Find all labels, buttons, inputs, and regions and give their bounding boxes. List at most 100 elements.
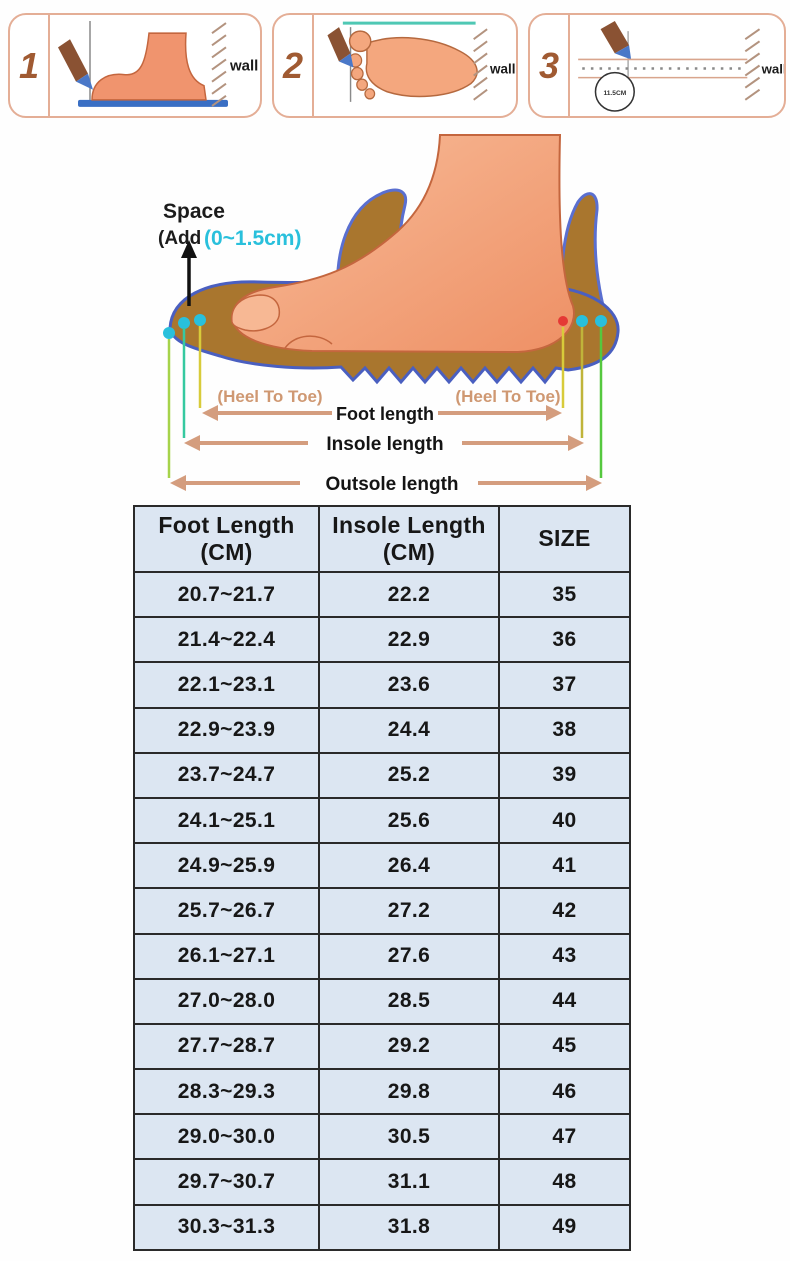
table-row: 21.4~22.4 22.9 36 — [133, 616, 631, 664]
size-cell: 40 — [498, 796, 631, 845]
heel-to-toe-right-label: (Heel To Toe) — [455, 387, 560, 406]
outsole-dot-right — [595, 315, 607, 327]
foot-length-cell: 23.7~24.7 — [133, 751, 320, 799]
table-row: 30.3~31.3 31.8 49 — [133, 1203, 631, 1252]
step-2-art: wall — [327, 21, 515, 102]
size-cell: 38 — [498, 706, 631, 754]
foot-sole-view — [365, 36, 478, 98]
table-row: 27.7~28.7 29.2 45 — [133, 1022, 631, 1071]
size-cell: 36 — [498, 616, 631, 664]
wall-label: wall — [761, 62, 784, 77]
arrow-head-left — [202, 405, 218, 421]
insole-length-cell: 24.4 — [318, 706, 500, 754]
pencil-icon — [327, 27, 351, 62]
wall-hatching — [473, 28, 488, 101]
size-cell: 46 — [498, 1068, 631, 1116]
insole-length-cell: 29.2 — [318, 1022, 500, 1071]
table-row: 26.1~27.1 27.6 43 — [133, 932, 631, 980]
foot-length-cell: 27.0~28.0 — [133, 977, 320, 1025]
foot-length-cell: 28.3~29.3 — [133, 1068, 320, 1116]
size-cell: 42 — [498, 887, 631, 935]
foot-length-cell: 22.9~23.9 — [133, 706, 320, 754]
step-2-illustration: wall — [314, 15, 516, 116]
space-arrow-head — [181, 240, 197, 258]
measure-circle-label: 11.5CM — [603, 90, 626, 97]
table-header-row: Foot Length (CM) Insole Length (CM) SIZE — [133, 505, 631, 573]
arrow-head-right — [568, 435, 584, 451]
table-row: 29.7~30.7 31.1 48 — [133, 1158, 631, 1206]
insole-length-cell: 26.4 — [318, 842, 500, 890]
insole-length-cell: 27.2 — [318, 887, 500, 935]
insole-length-cell: 28.5 — [318, 977, 500, 1025]
table-row: 24.9~25.9 26.4 41 — [133, 842, 631, 890]
foot-length-cell: 27.7~28.7 — [133, 1022, 320, 1071]
size-table: Foot Length (CM) Insole Length (CM) SIZE… — [133, 505, 631, 1252]
toe — [350, 66, 364, 81]
table-row: 24.1~25.1 25.6 40 — [133, 796, 631, 845]
size-cell: 39 — [498, 751, 631, 799]
insole-dot-left — [178, 317, 190, 329]
insole-length-cell: 22.9 — [318, 616, 500, 664]
col-header-insole-length: Insole Length (CM) — [318, 505, 500, 573]
insole-length-cell: 25.2 — [318, 751, 500, 799]
step-2-number: 2 — [274, 15, 314, 116]
size-cell: 43 — [498, 932, 631, 980]
heel-to-toe-left-label: (Heel To Toe) — [217, 387, 322, 406]
foot-side-view — [91, 32, 207, 101]
foot-length-cell: 26.1~27.1 — [133, 932, 320, 980]
size-cell: 49 — [498, 1203, 631, 1252]
foot-length-cell: 21.4~22.4 — [133, 616, 320, 664]
table-row: 22.9~23.9 24.4 38 — [133, 706, 631, 754]
step-1-number: 1 — [10, 15, 50, 116]
size-cell: 41 — [498, 842, 631, 890]
table-row: 20.7~21.7 22.2 35 — [133, 570, 631, 619]
size-cell: 37 — [498, 661, 631, 709]
foot-measurement-diagram: Space (Add (0~1.5cm) (Heel To Toe) (Heel… — [0, 130, 790, 505]
insole-length-cell: 25.6 — [318, 796, 500, 845]
foot-length-cell: 22.1~23.1 — [133, 661, 320, 709]
insole-length-cell: 31.8 — [318, 1203, 500, 1252]
wall-label: wall — [229, 57, 258, 74]
table-row: 23.7~24.7 25.2 39 — [133, 751, 631, 799]
table-row: 29.0~30.0 30.5 47 — [133, 1113, 631, 1161]
outsole-length-label: Outsole length — [326, 474, 459, 495]
insole-length-cell: 30.5 — [318, 1113, 500, 1161]
insole-length-cell: 27.6 — [318, 932, 500, 980]
heel-dot-red — [558, 316, 568, 326]
pencil-tip — [76, 73, 93, 90]
insole-length-cell: 23.6 — [318, 661, 500, 709]
arrow-head-left — [184, 435, 200, 451]
table-row: 28.3~29.3 29.8 46 — [133, 1068, 631, 1116]
foot-dot-left — [194, 314, 206, 326]
pencil-icon — [600, 21, 630, 54]
foot-length-label: Foot length — [336, 404, 434, 424]
step-3-number: 3 — [530, 15, 570, 116]
arrow-head-left — [170, 475, 186, 491]
outsole-dot-left — [163, 327, 175, 339]
insole-dot-right — [576, 315, 588, 327]
foot-length-cell: 30.3~31.3 — [133, 1203, 320, 1252]
big-toe — [348, 30, 372, 53]
wall-hatching — [744, 28, 761, 101]
wall-label: wall — [489, 61, 515, 76]
col-header-size: SIZE — [498, 505, 631, 573]
step-1-illustration: wall — [50, 15, 260, 116]
insole-length-cell: 29.8 — [318, 1068, 500, 1116]
space-add-value: (0~1.5cm) — [204, 227, 301, 250]
toe-crease — [284, 335, 333, 349]
pencil-icon — [58, 39, 88, 82]
size-table-body: 20.7~21.7 22.2 35 21.4~22.4 22.9 36 22.1~23.1 2… — [133, 570, 631, 1252]
step-panel-1: 1 wall — [8, 13, 262, 118]
step-1-art: wall — [58, 21, 258, 107]
wall-hatching — [211, 22, 227, 107]
size-cell: 48 — [498, 1158, 631, 1206]
foot-length-cell: 24.1~25.1 — [133, 796, 320, 845]
toe — [356, 78, 369, 91]
table-row: 27.0~28.0 28.5 44 — [133, 977, 631, 1025]
foot-length-cell: 20.7~21.7 — [133, 570, 320, 619]
arrow-head-right — [586, 475, 602, 491]
table-row: 25.7~26.7 27.2 42 — [133, 887, 631, 935]
big-toe-bump — [231, 294, 281, 332]
insole-length-cell: 31.1 — [318, 1158, 500, 1206]
